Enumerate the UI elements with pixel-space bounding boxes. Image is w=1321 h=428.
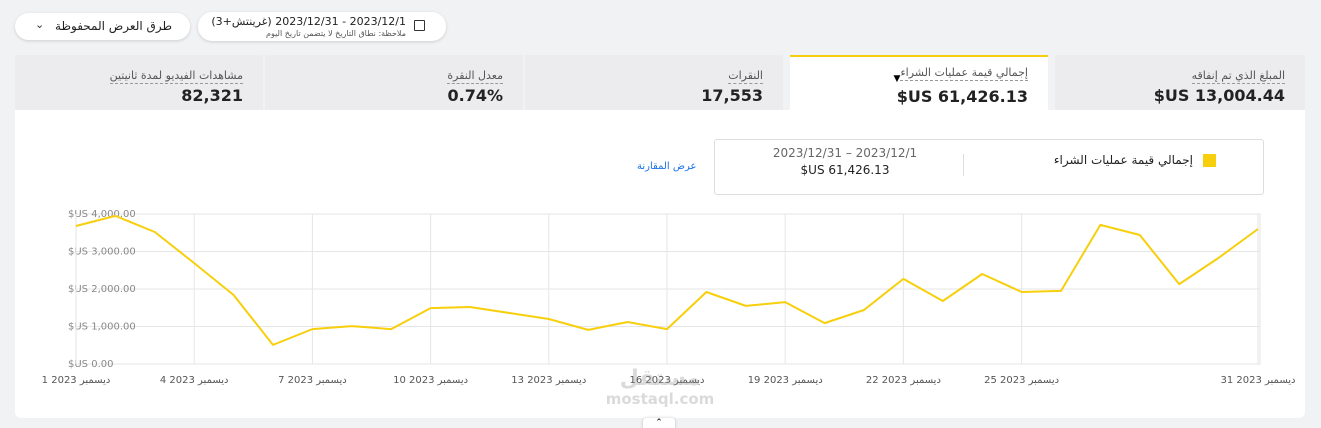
y-tick-label: $US 1,000.00 bbox=[68, 322, 136, 333]
metric-label: مشاهدات الفيديو لمدة ثانيتين bbox=[109, 69, 243, 84]
metric-tab[interactable]: المبلغ الذي تم إنفاقه $US 13,004.44 bbox=[1055, 55, 1305, 110]
line-chart: $US 0.00 $US 1,000.00 $US 2,000.00 $US 3,00… bbox=[42, 209, 1296, 386]
metric-tab[interactable]: النقرات 17,553 bbox=[525, 55, 783, 110]
dropdown-icon: ▼ bbox=[893, 74, 901, 84]
x-tick-label: 25 ديسمبر 2023 bbox=[984, 375, 1059, 386]
legend-label: إجمالي قيمة عمليات الشراء bbox=[1053, 153, 1193, 167]
metric-value: 17,553 bbox=[701, 86, 763, 105]
metric-tab[interactable]: ▼ إجمالي قيمة عمليات الشراء $US 61,426.13 bbox=[790, 55, 1048, 110]
x-tick-label: 7 ديسمبر 2023 bbox=[278, 375, 347, 386]
x-tick-label: 19 ديسمبر 2023 bbox=[748, 375, 823, 386]
compare-link[interactable]: عرض المقارنة bbox=[637, 161, 697, 172]
saved-views-button[interactable]: طرق العرض المحفوظة ⌄ bbox=[15, 13, 190, 40]
metric-label: النقرات bbox=[728, 69, 763, 84]
legend-range: 2023/12/1 – 2023/12/31 bbox=[772, 146, 918, 160]
y-tick-label: $US 2,000.00 bbox=[68, 284, 136, 295]
metric-tab[interactable]: معدل النقرة 0.74% bbox=[265, 55, 523, 110]
metric-label: إجمالي قيمة عمليات الشراء bbox=[900, 66, 1028, 81]
date-range-button[interactable]: 2023/12/1 - 2023/12/31 (غرينتش+3) ملاحظة… bbox=[198, 12, 446, 41]
x-tick-label: 1 ديسمبر 2023 bbox=[42, 375, 111, 386]
legend-swatch bbox=[1203, 154, 1216, 167]
date-range: 2023/12/1 - 2023/12/31 (غرينتش+3) bbox=[211, 15, 406, 28]
metric-label: المبلغ الذي تم إنفاقه bbox=[1191, 69, 1285, 84]
metric-label: معدل النقرة bbox=[447, 69, 503, 84]
x-tick-label: 4 ديسمبر 2023 bbox=[160, 375, 229, 386]
x-tick-label: 10 ديسمبر 2023 bbox=[393, 375, 468, 386]
x-tick-label: 13 ديسمبر 2023 bbox=[511, 375, 586, 386]
metric-value: $US 13,004.44 bbox=[1153, 86, 1285, 105]
date-note: ملاحظة: نطاق التاريخ لا يتضمن تاريخ اليو… bbox=[266, 29, 406, 38]
collapse-button[interactable]: ⌃ bbox=[643, 418, 675, 428]
legend-separator bbox=[963, 154, 964, 176]
x-tick-label: 16 ديسمبر 2023 bbox=[629, 375, 704, 386]
y-tick-label: $US 4,000.00 bbox=[68, 209, 136, 220]
legend-total: $US 61,426.13 bbox=[800, 163, 890, 177]
x-tick-label: 22 ديسمبر 2023 bbox=[866, 375, 941, 386]
y-tick-label: $US 0.00 bbox=[68, 359, 113, 370]
metric-value: 82,321 bbox=[181, 86, 243, 105]
legend-box: إجمالي قيمة عمليات الشراء 2023/12/1 – 20… bbox=[714, 139, 1264, 195]
calendar-icon bbox=[414, 20, 425, 31]
metric-value: $US 61,426.13 bbox=[896, 87, 1028, 106]
saved-views-label: طرق العرض المحفوظة bbox=[55, 19, 172, 33]
watermark: مستقل mostaql.com bbox=[600, 366, 720, 409]
watermark-arabic: مستقل bbox=[619, 366, 701, 391]
data-line bbox=[75, 214, 1259, 346]
x-tick-label: 31 ديسمبر 2023 bbox=[1220, 375, 1295, 386]
chevron-icon: ⌄ bbox=[35, 18, 45, 31]
watermark-latin: mostaql.com bbox=[605, 390, 715, 408]
y-tick-label: $US 3,000.00 bbox=[68, 247, 136, 258]
metric-value: 0.74% bbox=[447, 86, 503, 105]
chart-panel: عرض المقارنة إجمالي قيمة عمليات الشراء 2… bbox=[15, 110, 1305, 418]
metric-tab[interactable]: مشاهدات الفيديو لمدة ثانيتين 82,321 bbox=[15, 55, 263, 110]
